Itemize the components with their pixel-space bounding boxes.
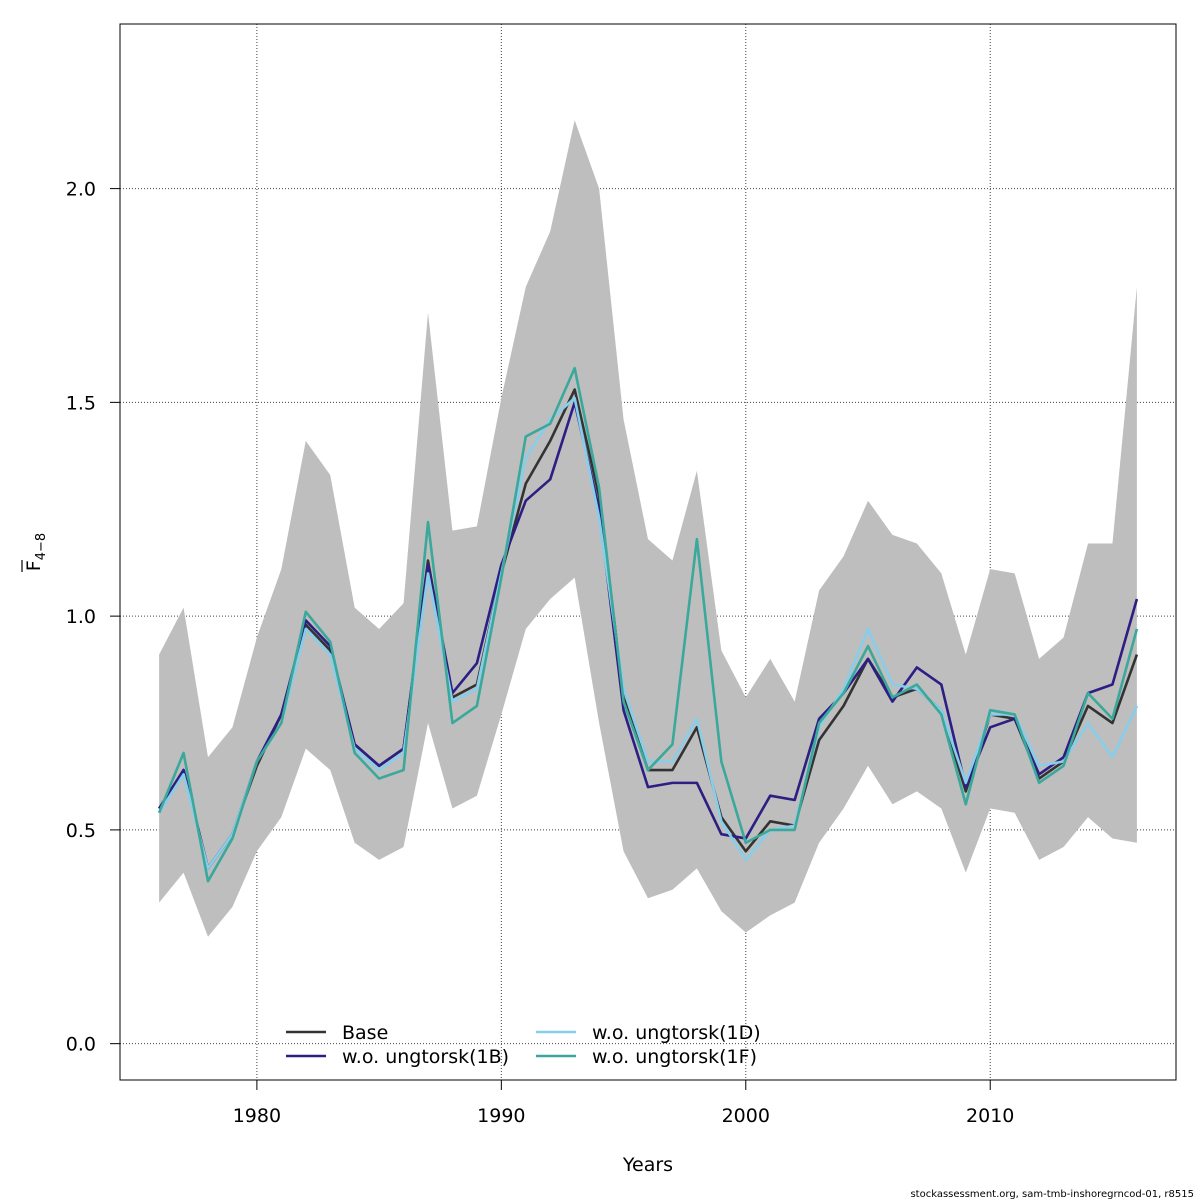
legend-label-0: Base <box>342 1022 388 1044</box>
y-tick-label-1: 0.5 <box>66 820 96 842</box>
credit-text: stockassessment.org, sam-tmb-inshoregrnc… <box>910 1189 1194 1200</box>
x-tick-label-2010: 2010 <box>966 1105 1014 1127</box>
series-line-1 <box>158 401 1139 870</box>
series-line-3 <box>157 366 1139 883</box>
y-axis: 0.0 0.5 1.0 1.5 2.0 <box>66 179 120 1056</box>
confidence-band-layer <box>159 120 1137 937</box>
y-tick-label-0: 0.0 <box>66 1034 96 1056</box>
series-layer <box>157 366 1139 883</box>
series-line-2 <box>158 396 1139 870</box>
x-axis-title: Years <box>622 1154 673 1176</box>
confidence-band <box>159 120 1137 937</box>
x-tick-label-1990: 1990 <box>477 1105 525 1127</box>
y-tick-label-3: 1.5 <box>66 392 96 414</box>
legend-label-2: w.o. ungtorsk(1D) <box>592 1022 761 1044</box>
y-tick-label-4: 2.0 <box>66 179 96 201</box>
legend-label-1: w.o. ungtorsk(1B) <box>342 1046 509 1068</box>
legend-label-3: w.o. ungtorsk(1F) <box>592 1046 757 1068</box>
y-tick-label-2: 1.0 <box>66 606 96 628</box>
svg-text:F4−8: F4−8 <box>23 533 49 571</box>
y-axis-title: F4−8 <box>21 533 49 572</box>
y-axis-title-sub: 4−8 <box>34 533 49 560</box>
x-tick-label-1980: 1980 <box>233 1105 281 1127</box>
x-tick-label-2000: 2000 <box>722 1105 770 1127</box>
plot-frame <box>119 23 1177 1081</box>
y-axis-title-main: F <box>23 560 45 571</box>
x-axis: 1980 1990 2000 2010 <box>233 1080 1014 1127</box>
